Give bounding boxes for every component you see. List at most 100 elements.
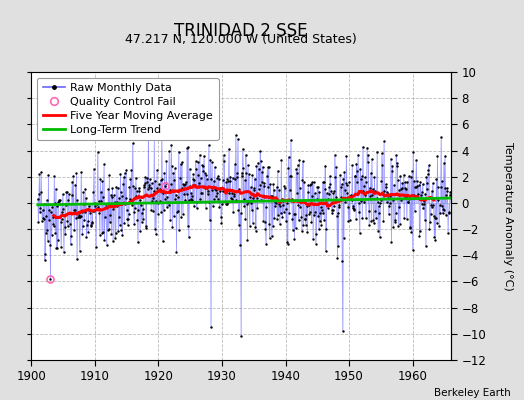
Point (319, 210, 328, 216)
Point (86, 222, 95, 229)
Point (156, 177, 165, 183)
Point (318, 206, 326, 213)
Point (320, 216, 329, 223)
Point (374, 199, 382, 205)
Point (242, 170, 250, 176)
Point (261, 226, 269, 232)
Point (347, 192, 355, 199)
Point (177, 214, 185, 220)
Point (204, 142, 213, 148)
Point (85, 210, 94, 216)
Point (99, 228, 107, 235)
Point (41, 251, 49, 258)
Point (64, 197, 73, 203)
Point (198, 190, 206, 196)
Point (37, 169, 45, 175)
Point (141, 224, 150, 231)
Point (220, 158, 228, 164)
Point (321, 163, 330, 169)
Point (336, 171, 344, 178)
Point (313, 184, 321, 190)
Point (234, 136, 242, 142)
Point (370, 174, 379, 180)
Point (376, 234, 384, 240)
Point (200, 153, 208, 159)
Point (109, 238, 117, 245)
Point (439, 206, 447, 212)
Point (182, 191, 191, 197)
Point (134, 239, 142, 246)
Point (166, 187, 174, 194)
Point (112, 184, 121, 190)
Point (82, 195, 90, 201)
Point (365, 222, 373, 228)
Point (379, 218, 388, 224)
Point (280, 183, 289, 189)
Point (244, 199, 253, 205)
Point (289, 198, 298, 205)
Point (121, 200, 129, 207)
Point (338, 258, 346, 264)
Point (281, 185, 289, 191)
Point (152, 198, 160, 204)
Point (75, 248, 84, 254)
Point (95, 232, 104, 238)
Point (373, 195, 381, 201)
Point (392, 152, 400, 158)
Point (330, 188, 339, 194)
Point (293, 162, 302, 168)
Point (72, 170, 81, 176)
Point (266, 181, 275, 187)
Point (130, 220, 138, 227)
Point (382, 184, 390, 190)
Point (359, 188, 367, 194)
Point (123, 216, 132, 222)
Point (237, 333, 245, 340)
Point (143, 175, 151, 181)
Point (156, 186, 164, 192)
Point (422, 243, 430, 249)
Point (264, 164, 272, 170)
Point (340, 169, 348, 175)
Point (414, 191, 422, 197)
Point (54, 198, 63, 205)
Point (248, 220, 257, 226)
Point (434, 197, 443, 204)
Point (216, 185, 224, 191)
Point (446, 189, 454, 195)
Point (66, 220, 74, 227)
Point (270, 215, 279, 222)
Point (292, 166, 300, 172)
Point (431, 215, 439, 222)
Point (171, 165, 179, 171)
Point (61, 231, 70, 237)
Point (199, 167, 208, 174)
Point (260, 218, 269, 225)
Point (257, 197, 265, 203)
Point (408, 246, 417, 253)
Point (46, 276, 54, 282)
Point (34, 195, 42, 202)
Point (149, 188, 158, 194)
Point (444, 230, 452, 236)
Point (76, 214, 84, 220)
Point (323, 190, 331, 196)
Point (159, 190, 168, 196)
Point (441, 185, 450, 191)
Point (51, 185, 60, 192)
Point (91, 203, 100, 210)
Point (227, 190, 236, 196)
Point (105, 218, 114, 225)
Point (416, 228, 424, 234)
Point (384, 190, 392, 197)
Point (148, 194, 157, 201)
Point (373, 149, 381, 156)
Point (271, 202, 280, 209)
Point (442, 212, 450, 218)
Point (52, 245, 60, 251)
Point (412, 178, 421, 184)
Point (290, 211, 298, 218)
Point (43, 238, 52, 244)
Point (438, 203, 446, 210)
Point (288, 196, 296, 202)
